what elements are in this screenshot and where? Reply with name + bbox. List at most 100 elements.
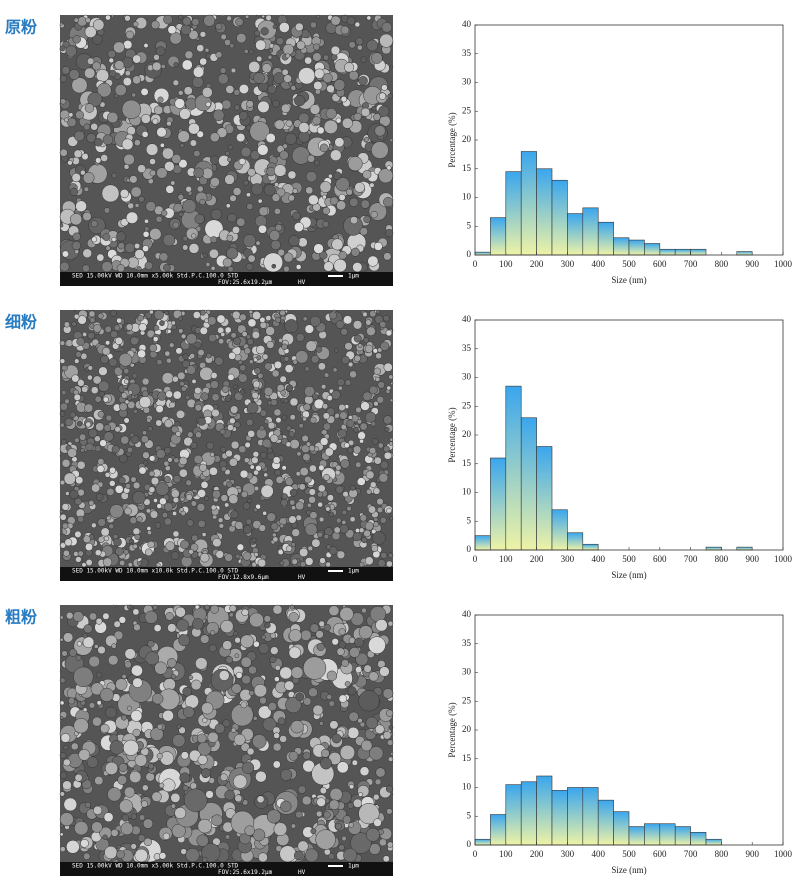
particle: [387, 841, 394, 848]
particle: [279, 150, 289, 160]
particle: [319, 437, 329, 446]
particle: [330, 15, 341, 26]
particle: [269, 229, 281, 241]
particle: [180, 333, 187, 340]
particle: [74, 773, 83, 782]
particle: [97, 518, 106, 527]
particle: [95, 422, 105, 432]
particle: [125, 211, 139, 224]
particle: [145, 772, 155, 782]
particle: [364, 411, 377, 423]
particle: [88, 612, 97, 621]
particle: [227, 266, 234, 273]
particle: [171, 320, 176, 326]
particle: [85, 559, 93, 566]
particle: [243, 457, 250, 464]
y-tick-label: 0: [467, 839, 472, 849]
particle: [185, 186, 192, 193]
particle: [155, 449, 166, 459]
particle: [238, 445, 247, 454]
particle: [383, 252, 392, 261]
particle: [210, 504, 217, 511]
particle: [159, 497, 167, 506]
particle: [73, 149, 83, 159]
particle: [75, 110, 84, 120]
particle: [220, 466, 227, 472]
particle: [208, 333, 217, 343]
particle: [273, 822, 288, 836]
particle: [323, 473, 330, 481]
particle: [97, 536, 105, 543]
particle: [276, 187, 286, 197]
particle: [171, 823, 186, 839]
particle: [165, 390, 173, 399]
particle: [79, 433, 87, 441]
particle: [244, 825, 255, 836]
particle: [338, 385, 343, 391]
particle: [210, 155, 220, 165]
particle: [280, 390, 286, 396]
particle: [279, 523, 285, 529]
particle: [303, 656, 327, 680]
particle: [209, 132, 220, 143]
particle: [88, 310, 96, 318]
particle: [336, 200, 347, 211]
particle: [149, 343, 158, 353]
particle: [272, 742, 282, 752]
particle: [88, 655, 101, 668]
particle: [226, 234, 234, 242]
x-tick-label: 500: [622, 259, 636, 269]
particle: [291, 528, 301, 537]
particle: [100, 527, 110, 537]
particle: [87, 374, 93, 381]
particle: [73, 718, 89, 734]
particle: [146, 417, 152, 423]
particle: [199, 309, 206, 316]
particle: [190, 679, 202, 691]
particle: [123, 549, 129, 555]
particle: [87, 91, 103, 107]
particle: [141, 390, 149, 398]
particle: [155, 215, 163, 223]
particle: [212, 489, 221, 499]
particle: [60, 733, 71, 743]
particle: [59, 455, 62, 457]
particle: [343, 315, 353, 325]
particle: [91, 821, 103, 833]
particle: [111, 14, 114, 18]
particle: [102, 612, 110, 620]
particle: [191, 534, 199, 542]
particle: [370, 420, 377, 427]
particle: [132, 543, 138, 549]
particle: [346, 505, 352, 512]
particle: [312, 393, 319, 400]
particle: [386, 165, 392, 171]
particle: [145, 651, 160, 666]
particle: [340, 25, 350, 35]
particle: [200, 392, 209, 401]
particle: [308, 194, 319, 206]
particle: [294, 95, 306, 107]
x-tick-label: 1000: [774, 259, 793, 269]
particle: [94, 776, 104, 786]
particle: [217, 517, 224, 523]
particle: [122, 77, 132, 87]
particle: [235, 671, 243, 679]
particle: [63, 549, 70, 557]
particle: [174, 807, 187, 819]
x-tick-label: 700: [684, 259, 698, 269]
particle: [247, 498, 252, 504]
particle: [290, 720, 304, 734]
particle: [374, 778, 382, 786]
x-axis-label: Size (nm): [611, 275, 646, 285]
particle: [224, 39, 231, 46]
particle: [344, 681, 351, 687]
particle: [160, 64, 166, 69]
particle: [127, 562, 133, 568]
particle: [169, 32, 182, 45]
particle: [76, 641, 82, 647]
particle: [255, 240, 261, 246]
particle: [137, 314, 144, 322]
particle: [180, 24, 192, 36]
particle: [341, 117, 353, 129]
